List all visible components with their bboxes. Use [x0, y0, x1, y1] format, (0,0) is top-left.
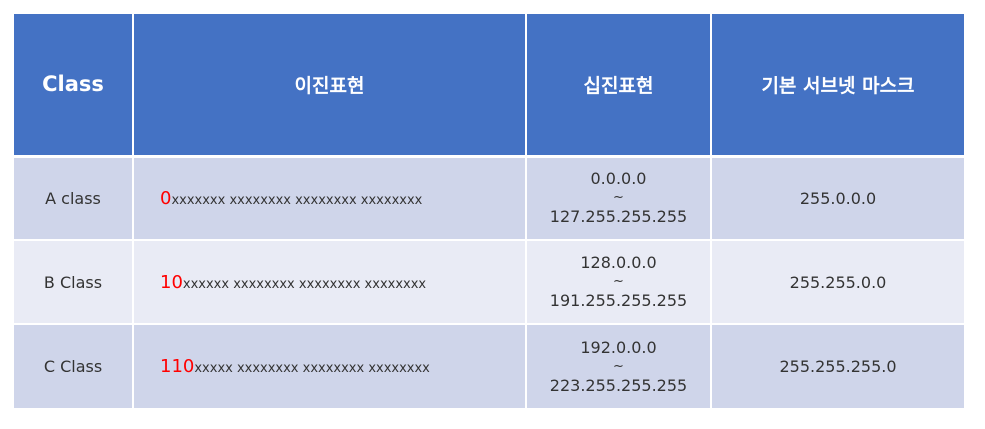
binary-prefix: 110	[160, 356, 195, 377]
binary-prefix: 0	[160, 187, 172, 209]
table-row: A class 0xxxxxxx xxxxxxxx xxxxxxxx xxxxx…	[14, 156, 964, 240]
decimal-end: 223.255.255.255	[549, 375, 688, 395]
decimal-cell: 128.0.0.0 ~ 191.255.255.255	[526, 240, 712, 324]
binary-cell: 110xxxxx xxxxxxxx xxxxxxxx xxxxxxxx	[133, 324, 527, 408]
header-binary: 이진표현	[133, 14, 527, 156]
decimal-end: 127.255.255.255	[549, 207, 688, 227]
binary-rest: xxxxx xxxxxxxx xxxxxxxx xxxxxxxx	[194, 361, 430, 376]
subnet-mask-cell: 255.0.0.0	[799, 188, 877, 208]
header-decimal: 십진표현	[526, 14, 712, 156]
decimal-cell: 0.0.0.0 ~ 127.255.255.255	[526, 156, 712, 240]
table-body: A class 0xxxxxxx xxxxxxxx xxxxxxxx xxxxx…	[14, 156, 964, 408]
table-row: B Class 10xxxxxx xxxxxxxx xxxxxxxx xxxxx…	[14, 240, 964, 324]
binary-prefix: 10	[160, 271, 183, 293]
class-cell: A class	[14, 156, 134, 240]
decimal-separator: ~	[613, 190, 624, 206]
binary-rest: xxxxxxx xxxxxxxx xxxxxxxx xxxxxxxx	[171, 192, 423, 208]
table-row: C Class 110xxxxx xxxxxxxx xxxxxxxx xxxxx…	[14, 324, 964, 408]
subnet-mask-cell: 255.255.0.0	[789, 272, 887, 292]
decimal-start: 0.0.0.0	[590, 169, 647, 189]
header-row: Class 이진표현 십진표현 기본 서브넷 마스크	[14, 14, 964, 156]
class-cell: C Class	[14, 324, 134, 408]
class-cell: B Class	[14, 240, 134, 324]
binary-cell: 10xxxxxx xxxxxxxx xxxxxxxx xxxxxxxx	[133, 240, 527, 324]
subnet-mask-cell: 255.255.255.0	[779, 357, 897, 376]
header-subnet-mask: 기본 서브넷 마스크	[761, 74, 915, 97]
binary-cell: 0xxxxxxx xxxxxxxx xxxxxxxx xxxxxxxx	[133, 156, 527, 240]
decimal-start: 128.0.0.0	[580, 253, 657, 272]
decimal-end: 191.255.255.255	[549, 291, 688, 310]
decimal-cell: 192.0.0.0 ~ 223.255.255.255	[526, 324, 712, 408]
decimal-start: 192.0.0.0	[580, 337, 657, 357]
header-class: Class	[14, 14, 134, 156]
ip-class-table: Class 이진표현 십진표현 기본 서브넷 마스크 A class 0xxxx…	[14, 14, 964, 408]
decimal-separator: ~	[613, 274, 624, 289]
binary-rest: xxxxxx xxxxxxxx xxxxxxxx xxxxxxxx	[182, 276, 427, 292]
decimal-separator: ~	[613, 358, 624, 374]
table-header: Class 이진표현 십진표현 기본 서브넷 마스크	[14, 14, 964, 156]
